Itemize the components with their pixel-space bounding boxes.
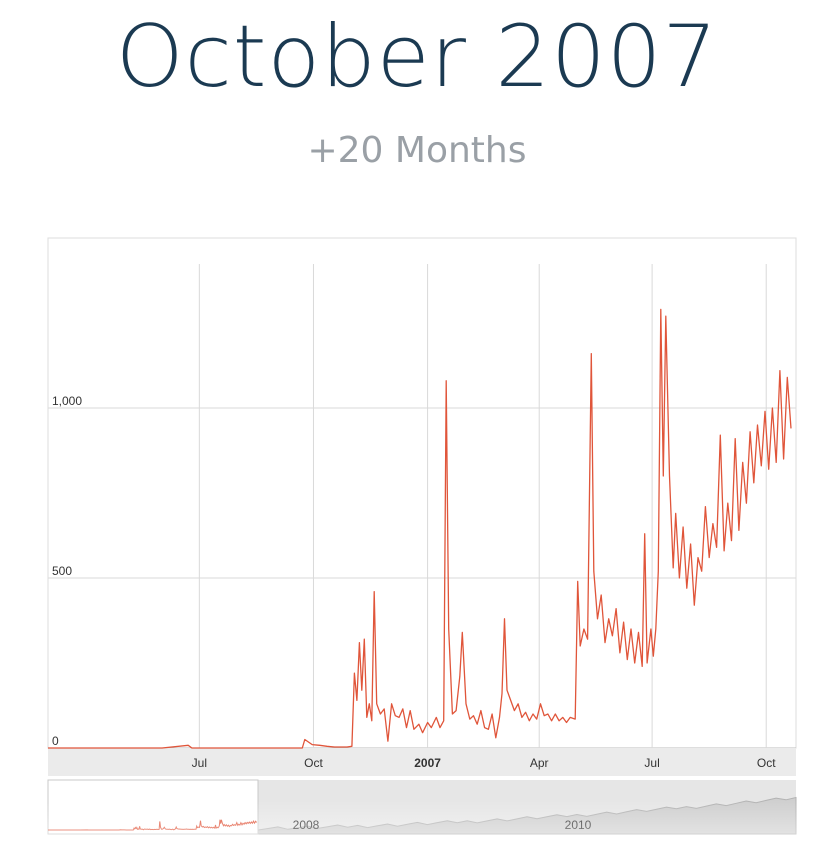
y-axis-ticks: 0 500 1,000 (52, 394, 82, 748)
page-subtitle: +20 Months (307, 130, 527, 171)
x-tick-label: Oct (304, 756, 323, 770)
page-title: October 2007 (115, 7, 719, 107)
navigator[interactable]: 2008 2010 (47, 779, 797, 835)
x-tick-label: Jul (192, 756, 207, 770)
navigator-year-label: 2010 (565, 818, 592, 832)
series-line (48, 308, 792, 749)
y-tick-label: 500 (52, 564, 72, 578)
plot-area (47, 237, 797, 749)
x-axis-band (48, 748, 796, 776)
navigator-selected-range[interactable] (47, 779, 259, 835)
x-tick-label: 2007 (414, 756, 441, 770)
y-tick-label: 1,000 (52, 394, 82, 408)
x-tick-label: Oct (757, 756, 776, 770)
x-tick-label: Jul (644, 756, 659, 770)
x-axis-ticks: Jul Oct 2007 Apr Jul Oct (192, 756, 777, 770)
navigator-year-label: 2008 (293, 818, 320, 832)
x-tick-label: Apr (530, 756, 549, 770)
y-tick-label: 0 (52, 734, 59, 748)
